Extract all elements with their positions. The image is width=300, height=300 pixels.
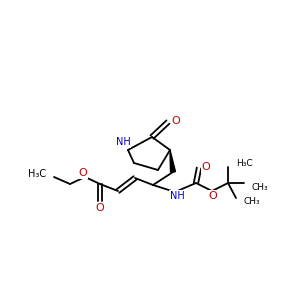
Polygon shape <box>170 150 176 172</box>
Text: O: O <box>79 168 87 178</box>
Text: O: O <box>202 162 210 172</box>
Text: O: O <box>172 116 180 126</box>
Text: NH: NH <box>116 137 130 147</box>
Text: CH₃: CH₃ <box>244 197 261 206</box>
Text: H₃C: H₃C <box>236 158 253 167</box>
Text: H₃C: H₃C <box>28 169 46 179</box>
Text: NH: NH <box>169 191 184 201</box>
Text: O: O <box>96 203 104 213</box>
Text: O: O <box>208 191 217 201</box>
Text: CH₃: CH₃ <box>252 182 268 191</box>
